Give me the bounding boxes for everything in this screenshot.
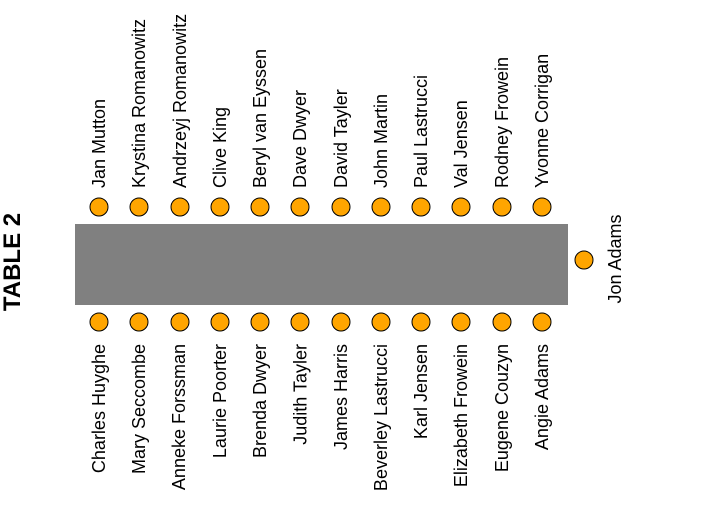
seat-circle[interactable] [492, 312, 512, 332]
seat-label-bottom-0: Charles Huyghe [89, 344, 109, 474]
seat-circle[interactable] [210, 197, 230, 217]
seat-label-bottom-5: Judith Tayler [290, 344, 311, 445]
seat-circle[interactable] [371, 197, 391, 217]
seat-label-top-7: John Martin [370, 93, 391, 188]
seat-label-bottom-1: Mary Seccombe [129, 344, 150, 475]
seat-circle[interactable] [411, 197, 431, 217]
seat-label-bottom-9: Elizabeth Frowein [451, 344, 472, 488]
seat-label-bottom-11: Angie Adams [532, 344, 552, 451]
seat-circle[interactable] [89, 312, 109, 332]
seat-circle[interactable] [532, 312, 552, 332]
seat-label-top-3: Clive King [209, 106, 230, 188]
seat-label-bottom-6: James Harris [330, 344, 351, 451]
seat-circle[interactable] [210, 312, 230, 332]
seat-label-bottom-3: Laurie Poorter [209, 344, 230, 459]
seat-label-top-11: Yvonne Corrigan [532, 53, 552, 188]
seat-label-bottom-7: Beverley Lastrucci [370, 344, 391, 492]
table-title: TABLE 2 [0, 212, 26, 312]
seat-circle[interactable] [170, 312, 190, 332]
seat-label-top-1: Krystina Romanowitz [129, 18, 150, 188]
seat-circle[interactable] [290, 197, 310, 217]
seat-label-top-9: Val Jensen [451, 100, 472, 188]
seat-circle[interactable] [532, 197, 552, 217]
seat-circle[interactable] [451, 197, 471, 217]
seat-label-top-4: Beryl van Eyssen [250, 48, 271, 188]
table-surface [75, 224, 568, 305]
seat-circle[interactable] [492, 197, 512, 217]
seat-label-top-0: Jan Mutton [89, 98, 109, 188]
seat-circle[interactable] [250, 312, 270, 332]
seat-circle[interactable] [170, 197, 190, 217]
seat-circle[interactable] [574, 250, 594, 270]
seat-circle[interactable] [129, 312, 149, 332]
seat-label-right-0: Jon Adams [605, 214, 625, 304]
seat-circle[interactable] [290, 312, 310, 332]
seat-circle[interactable] [371, 312, 391, 332]
seat-circle[interactable] [89, 197, 109, 217]
seat-circle[interactable] [331, 312, 351, 332]
seat-circle[interactable] [451, 312, 471, 332]
seat-label-bottom-8: Karl Jensen [411, 344, 432, 440]
seat-label-top-5: Dave Dwyer [290, 89, 311, 188]
seat-circle[interactable] [129, 197, 149, 217]
seat-label-bottom-4: Brenda Dwyer [250, 344, 271, 459]
seat-circle[interactable] [250, 197, 270, 217]
seat-circle[interactable] [411, 312, 431, 332]
seat-label-top-6: David Tayler [330, 89, 351, 188]
seat-label-top-2: Andrzeyj Romanowitz [169, 13, 190, 188]
seat-label-bottom-10: Eugene Couzyn [491, 344, 512, 473]
seat-circle[interactable] [331, 197, 351, 217]
seat-label-bottom-2: Anneke Forssman [169, 344, 190, 491]
seat-label-top-10: Rodney Frowein [491, 56, 512, 188]
seat-label-top-8: Paul Lastrucci [411, 74, 432, 188]
